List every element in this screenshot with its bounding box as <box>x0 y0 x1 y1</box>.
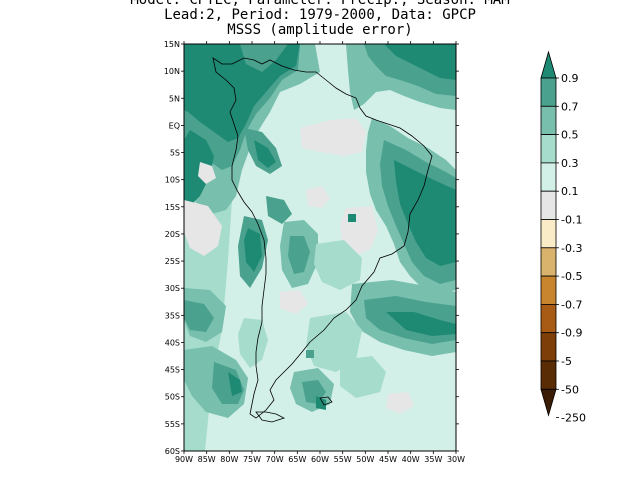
colorbar-label: -0.1 <box>561 214 582 227</box>
colorbar-segment <box>540 162 557 192</box>
lon-label: 85W <box>198 455 216 464</box>
lon-label: 30W <box>447 455 465 464</box>
lat-label: 50S <box>165 393 180 402</box>
colorbar-segment <box>540 190 557 220</box>
title-line-3: MSSS (amplitude error) <box>227 22 413 38</box>
lon-label: 75W <box>243 455 261 464</box>
colorbar-label: -250 <box>561 412 586 425</box>
colorbar-segment <box>540 247 557 277</box>
title-line-1: Model: CPTEC, Parameter: Precip., Season… <box>130 0 510 8</box>
colorbar-label: -5 <box>561 355 572 368</box>
colorbar-label: -0.9 <box>561 327 582 340</box>
lat-label: 5N <box>169 94 180 103</box>
lat-label: 55S <box>165 420 180 429</box>
longitude-axis: 90W 85W 80W 75W 70W 65W 60W 55W 50W 45W 40W 35W 30W <box>175 41 465 464</box>
skill-field <box>184 44 456 451</box>
colorbar-label: 0.7 <box>561 100 579 113</box>
colorbar-label: -0.3 <box>561 242 582 255</box>
lon-label: 70W <box>266 455 284 464</box>
colorbar-label: -50 <box>561 383 579 396</box>
lat-label: 5S <box>170 149 180 158</box>
lat-label: 25S <box>165 257 180 266</box>
lat-label: 30S <box>165 284 180 293</box>
lon-label: 50W <box>356 455 374 464</box>
colorbar: 0.9 0.7 0.5 0.3 0.1 -0.1 -0.3 -0.5 -0.7 -0.9 -5 -50… <box>540 50 586 425</box>
lon-label: 55W <box>334 455 352 464</box>
colorbar-label: 0.9 <box>561 72 579 85</box>
lon-label: 45W <box>379 455 397 464</box>
colorbar-bottom-arrow <box>540 388 557 417</box>
lat-label: 60S <box>165 447 180 456</box>
colorbar-segment <box>540 360 557 390</box>
colorbar-label: -0.5 <box>561 270 582 283</box>
lon-label: 35W <box>424 455 442 464</box>
colorbar-segment <box>540 105 557 136</box>
lat-label: 20S <box>165 230 180 239</box>
lat-label: 45S <box>165 366 180 375</box>
colorbar-segment <box>540 275 557 305</box>
falklands-outline <box>319 396 333 406</box>
lon-label: 40W <box>402 455 420 464</box>
lat-label: 10N <box>164 67 180 76</box>
colorbar-segment <box>540 303 557 334</box>
lon-label: 65W <box>288 455 306 464</box>
lon-label: 60W <box>311 455 329 464</box>
lat-label: 35S <box>165 311 180 320</box>
lat-label: 40S <box>165 338 180 347</box>
colorbar-label: 0.5 <box>561 129 579 142</box>
colorbar-segment <box>540 219 557 249</box>
colorbar-label: 0.1 <box>561 185 579 198</box>
lon-label: 90W <box>175 455 193 464</box>
colorbar-label: 0.3 <box>561 157 579 170</box>
latitude-axis: 15N 10N 5N EQ 5S 10S 15S 20S 25S 30S 35S 40S 45S 50S 5… <box>164 40 459 456</box>
coastline-outline <box>212 57 433 419</box>
title-line-2: Lead:2, Period: 1979-2000, Data: GPCP <box>164 7 476 23</box>
lat-label: 15S <box>165 203 180 212</box>
tierra-del-fuego-outline <box>255 411 286 423</box>
colorbar-top-arrow <box>540 50 557 79</box>
colorbar-segment <box>540 77 557 107</box>
lat-label: 15N <box>164 40 180 49</box>
lon-label: 80W <box>220 455 238 464</box>
lat-label: EQ <box>169 121 180 130</box>
lat-label: 10S <box>165 176 180 185</box>
colorbar-segment <box>540 134 557 164</box>
colorbar-label: -0.7 <box>561 298 582 311</box>
colorbar-segment <box>540 332 557 362</box>
